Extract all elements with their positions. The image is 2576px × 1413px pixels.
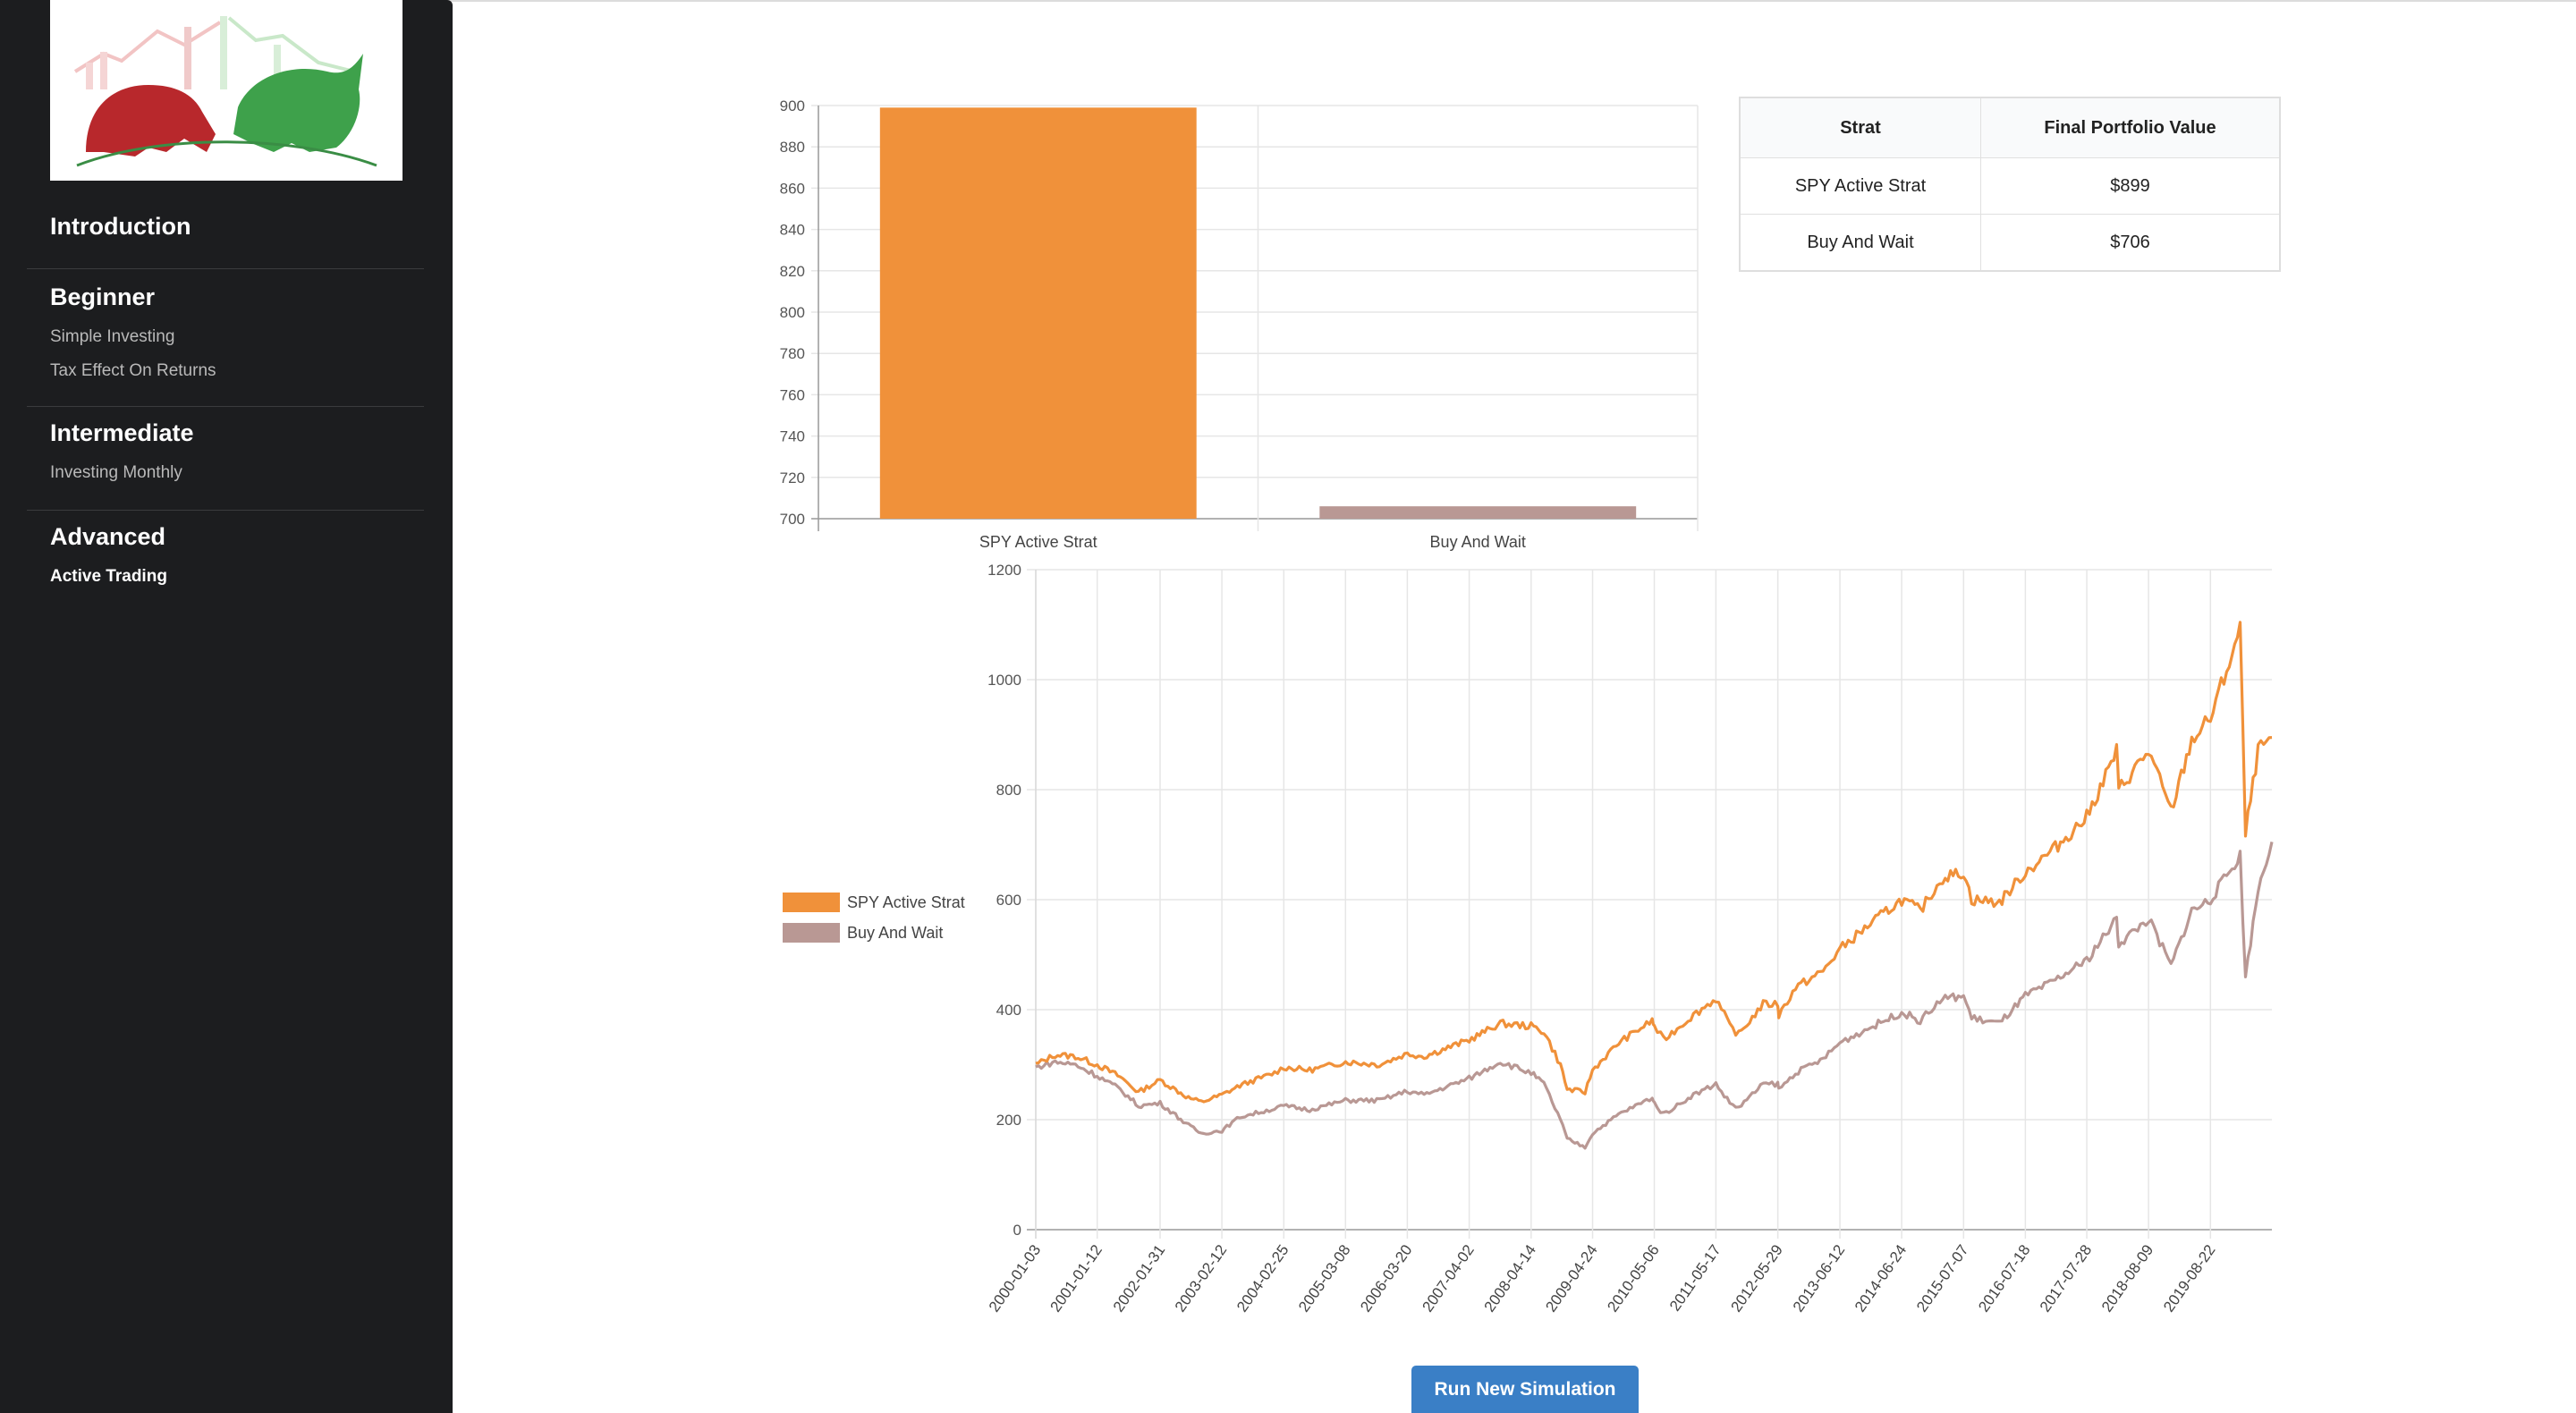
legend-swatch bbox=[783, 923, 840, 943]
y-tick-label: 800 bbox=[780, 304, 805, 321]
final-value-bar-chart: 700 720 740 760 780 800 820 840 860 880 900 SPY Act… bbox=[780, 97, 1699, 551]
results-table: Strat Final Portfolio Value SPY Active S… bbox=[1739, 97, 2281, 272]
legend-label: SPY Active Strat bbox=[847, 893, 965, 911]
x-tick-label: 2019-08-22 bbox=[2160, 1241, 2218, 1315]
nav-section-advanced: Advanced Active Trading bbox=[50, 521, 422, 588]
legend-swatch bbox=[783, 893, 840, 912]
y-tick-label: 740 bbox=[780, 428, 805, 445]
x-tick-label: 2010-05-06 bbox=[1604, 1241, 1662, 1315]
y-tick-label: 600 bbox=[996, 892, 1021, 909]
x-tick-label: 2006-03-20 bbox=[1357, 1241, 1415, 1315]
nav-introduction[interactable]: Introduction bbox=[50, 213, 191, 240]
x-tick-label: 2002-01-31 bbox=[1110, 1241, 1168, 1315]
header-final-value: Final Portfolio Value bbox=[1980, 97, 2281, 158]
x-tick-label: 2001-01-12 bbox=[1047, 1241, 1106, 1315]
x-tick-label: 2015-07-07 bbox=[1913, 1241, 1971, 1315]
nav-advanced[interactable]: Advanced bbox=[50, 523, 166, 550]
y-tick-label: 860 bbox=[780, 180, 805, 197]
x-tick-label: 2018-08-09 bbox=[2098, 1241, 2157, 1315]
x-tick-label: 2011-05-17 bbox=[1666, 1241, 1724, 1314]
legend-label: Buy And Wait bbox=[847, 924, 943, 942]
x-tick-label: 2000-01-03 bbox=[986, 1241, 1044, 1315]
series-line-spy-active-strat bbox=[1035, 621, 2273, 1104]
y-tick-label: 200 bbox=[996, 1112, 1021, 1129]
portfolio-line-chart: 0 200 400 600 800 1000 1200 2000-01-03 2001-01-1… bbox=[783, 562, 2274, 1316]
y-tick-label: 800 bbox=[996, 782, 1021, 799]
x-tick-label: 2013-06-12 bbox=[1790, 1241, 1848, 1315]
nav-divider bbox=[27, 510, 424, 511]
x-tick-label: 2017-07-28 bbox=[2037, 1241, 2095, 1315]
logo-graphic bbox=[73, 16, 377, 167]
x-tick-label: SPY Active Strat bbox=[979, 533, 1097, 551]
table-row: SPY Active Strat $899 bbox=[1739, 157, 2281, 215]
x-tick-label: 2005-03-08 bbox=[1295, 1241, 1353, 1315]
x-tick-label: 2014-06-24 bbox=[1852, 1241, 1910, 1315]
y-tick-label: 760 bbox=[780, 386, 805, 403]
x-tick-label: 2003-02-12 bbox=[1172, 1241, 1230, 1315]
x-tick-label: 2016-07-18 bbox=[1975, 1241, 2033, 1315]
nav-item-active-trading[interactable]: Active Trading bbox=[50, 567, 167, 586]
y-tick-label: 900 bbox=[780, 97, 805, 114]
x-tick-label: Buy And Wait bbox=[1430, 533, 1526, 551]
y-tick-label: 780 bbox=[780, 345, 805, 362]
nav-section-beginner: Beginner Simple Investing Tax Effect On … bbox=[50, 282, 422, 382]
row-final-value: $899 bbox=[1980, 157, 2281, 215]
y-tick-label: 720 bbox=[780, 470, 805, 487]
x-tick-label: 2008-04-14 bbox=[1481, 1241, 1539, 1315]
table-row: Buy And Wait $706 bbox=[1739, 214, 2281, 272]
sidebar: Introduction Beginner Simple Investing T… bbox=[0, 0, 453, 1413]
table-header-row: Strat Final Portfolio Value bbox=[1739, 97, 2281, 158]
y-tick-label: 880 bbox=[780, 139, 805, 156]
y-tick-label: 0 bbox=[1013, 1222, 1021, 1239]
x-tick-label: 2012-05-29 bbox=[1727, 1241, 1785, 1315]
y-tick-label: 820 bbox=[780, 263, 805, 280]
nav-section-introduction: Introduction bbox=[50, 211, 422, 241]
bar bbox=[1319, 506, 1637, 519]
y-tick-label: 840 bbox=[780, 222, 805, 239]
nav-divider bbox=[27, 406, 424, 407]
nav-item-investing-monthly[interactable]: Investing Monthly bbox=[50, 463, 182, 482]
nav-beginner[interactable]: Beginner bbox=[50, 283, 156, 310]
y-tick-label: 1000 bbox=[987, 672, 1021, 689]
nav-item-simple-investing[interactable]: Simple Investing bbox=[50, 327, 175, 346]
nav-divider bbox=[27, 268, 424, 269]
y-tick-label: 400 bbox=[996, 1002, 1021, 1019]
header-strat: Strat bbox=[1739, 97, 1981, 158]
x-tick-label: 2007-04-02 bbox=[1419, 1241, 1477, 1315]
row-strat-name: SPY Active Strat bbox=[1739, 157, 1981, 215]
y-tick-label: 700 bbox=[780, 511, 805, 528]
y-tick-label: 1200 bbox=[987, 562, 1021, 579]
series-line-buy-and-wait bbox=[1035, 842, 2274, 1150]
nav-item-tax-effect[interactable]: Tax Effect On Returns bbox=[50, 361, 216, 380]
bull-bear-logo bbox=[50, 0, 402, 181]
nav-intermediate[interactable]: Intermediate bbox=[50, 419, 194, 446]
row-final-value: $706 bbox=[1980, 214, 2281, 272]
x-tick-label: 2004-02-25 bbox=[1233, 1241, 1292, 1315]
bar bbox=[879, 107, 1197, 519]
x-tick-label: 2009-04-24 bbox=[1542, 1241, 1600, 1315]
row-strat-name: Buy And Wait bbox=[1739, 214, 1981, 272]
nav-section-intermediate: Intermediate Investing Monthly bbox=[50, 418, 422, 484]
top-border bbox=[0, 0, 2576, 2]
run-new-simulation-button[interactable]: Run New Simulation bbox=[1411, 1366, 1639, 1413]
